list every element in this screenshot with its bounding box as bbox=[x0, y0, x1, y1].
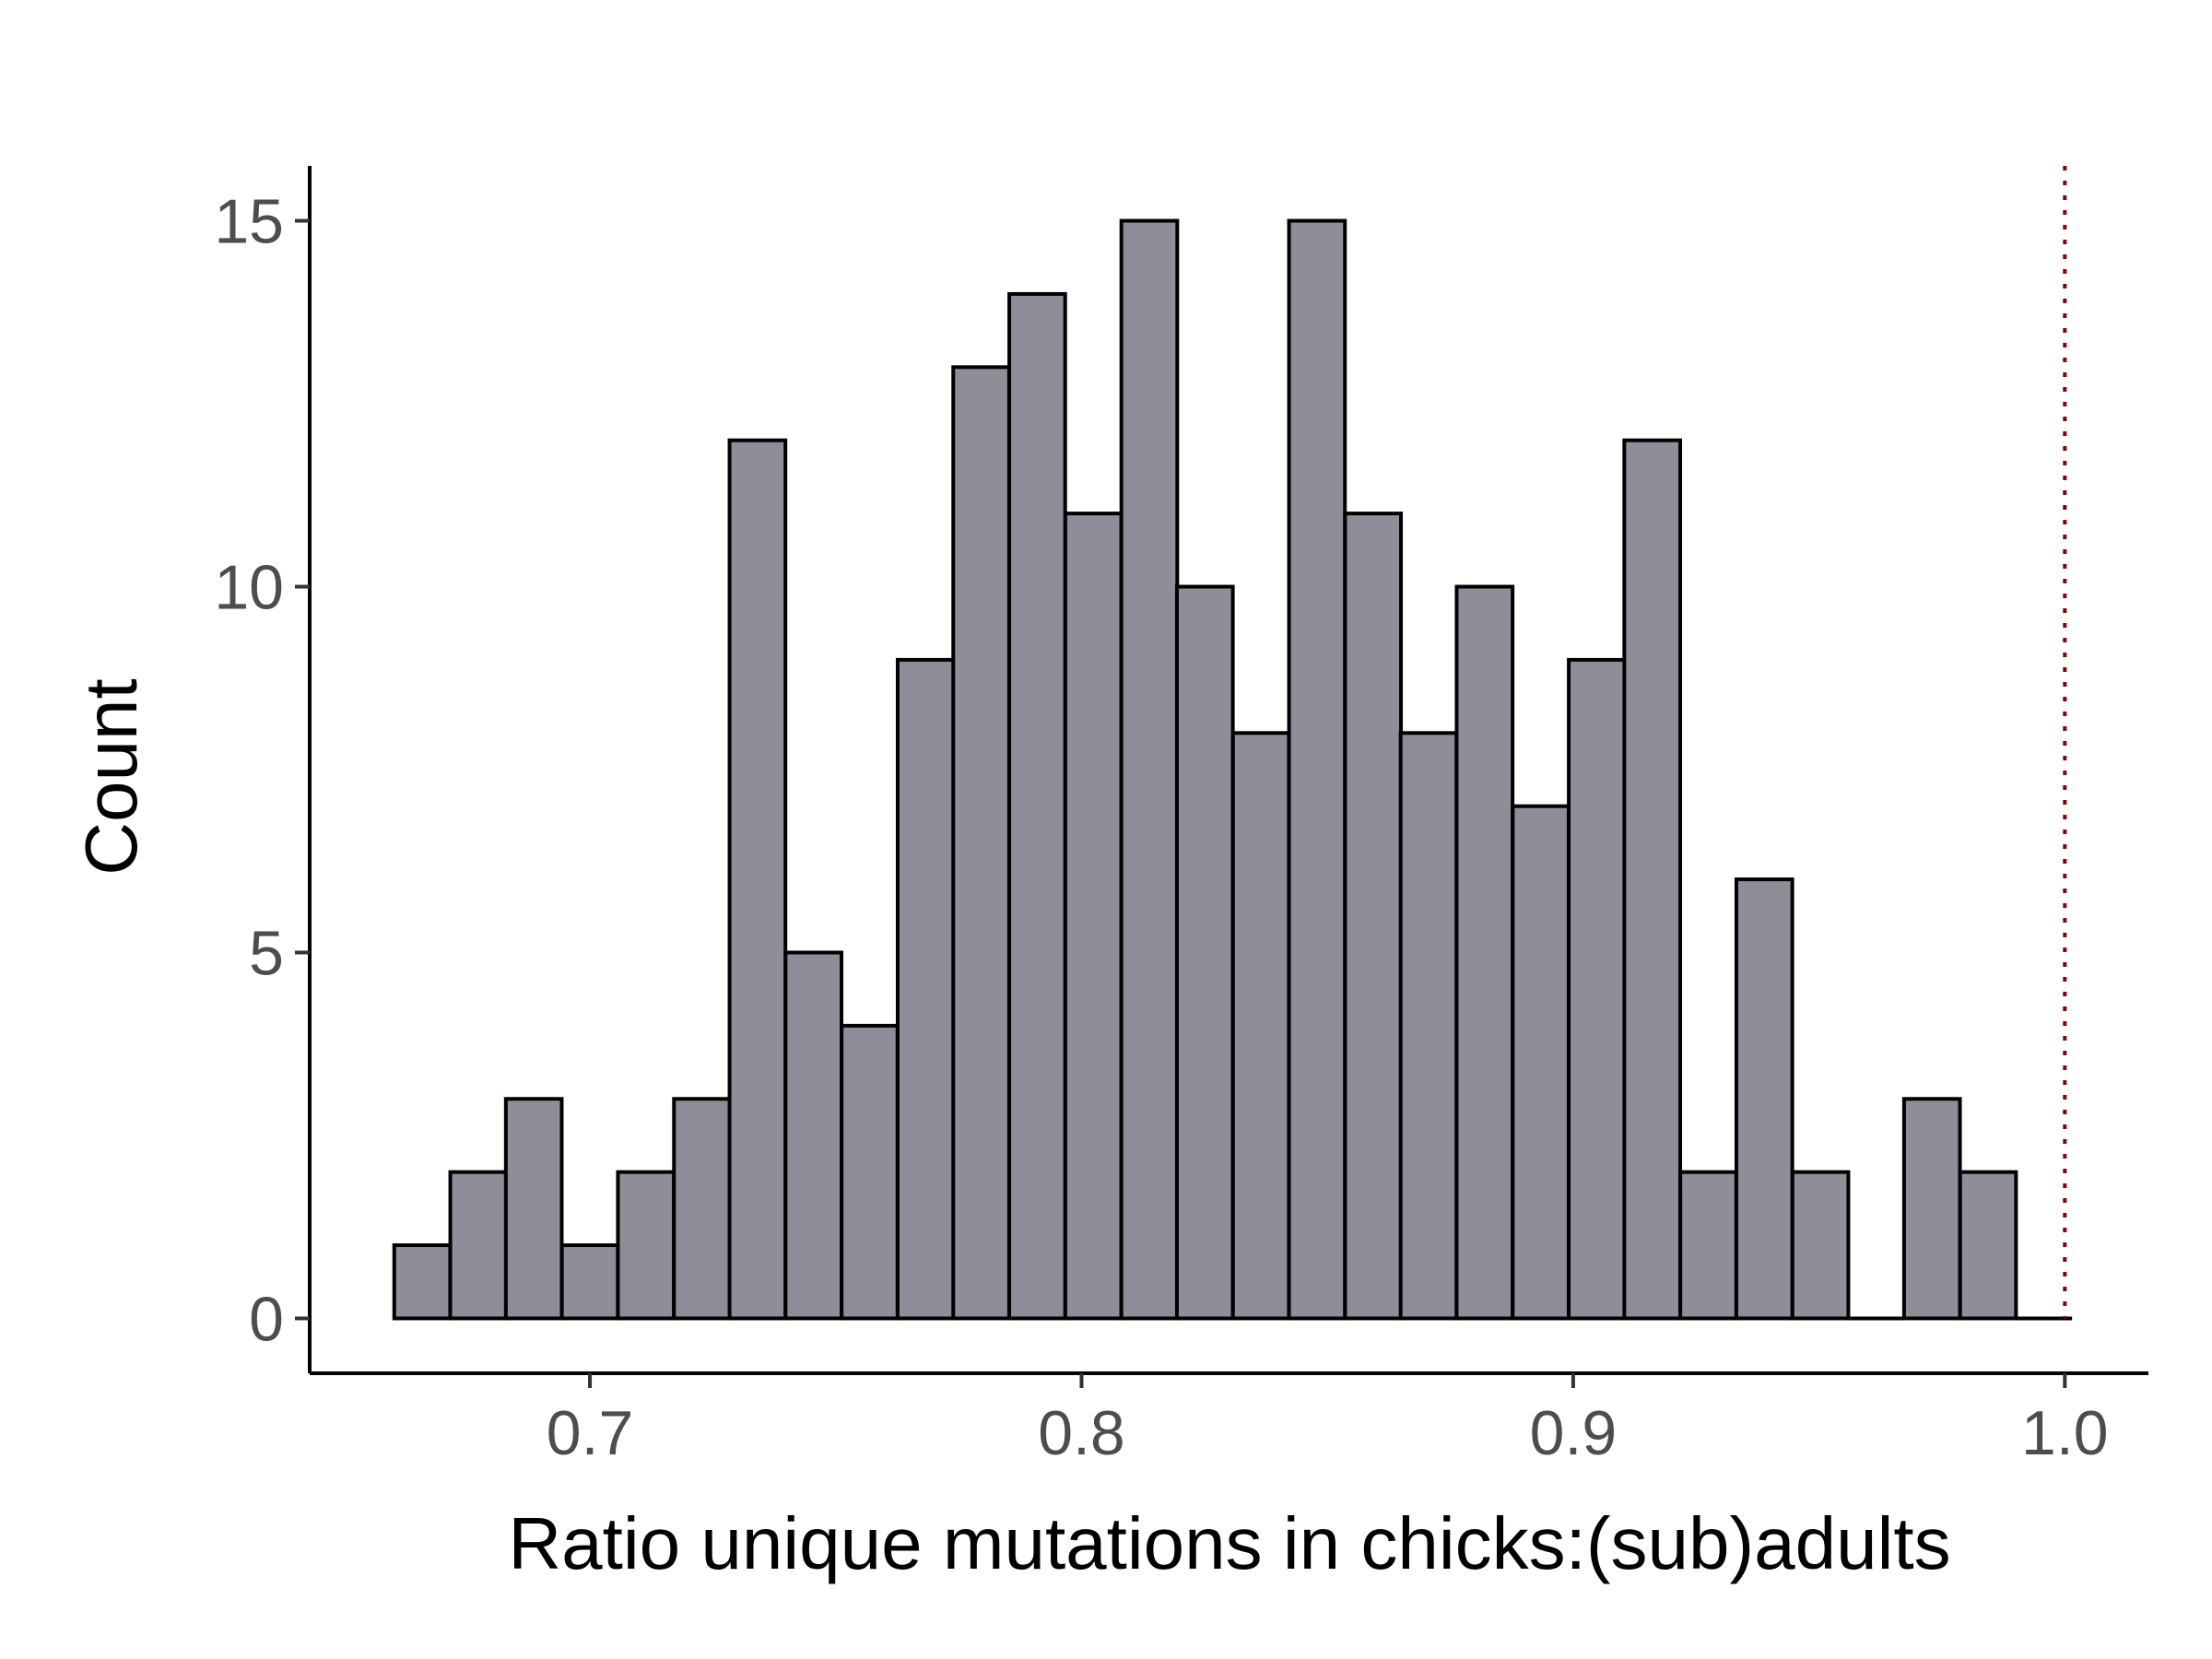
histogram-bar bbox=[951, 365, 1011, 1321]
histogram-bar bbox=[1230, 731, 1291, 1321]
x-tick-label: 1.0 bbox=[2021, 1398, 2109, 1468]
histogram-bar bbox=[1901, 1097, 1962, 1321]
histogram-bar bbox=[392, 1243, 453, 1321]
y-tick-label: 15 bbox=[214, 187, 284, 257]
y-tick-label: 0 bbox=[249, 1284, 284, 1354]
histogram-bar bbox=[616, 1170, 677, 1321]
histogram-bar bbox=[1174, 584, 1235, 1321]
histogram-bar bbox=[1678, 1170, 1738, 1321]
y-axis-title: Count bbox=[70, 678, 152, 875]
histogram-bar bbox=[1734, 877, 1794, 1321]
y-tick-label: 5 bbox=[249, 918, 284, 988]
histogram-bar bbox=[448, 1170, 509, 1321]
histogram-bar bbox=[1287, 218, 1347, 1321]
histogram-bar bbox=[1398, 731, 1459, 1321]
histogram-bar bbox=[1119, 218, 1180, 1321]
histogram-bar bbox=[1063, 512, 1124, 1321]
histogram-bar bbox=[1622, 438, 1683, 1321]
x-ticks-group: 0.7 0.8 0.9 1.0 bbox=[547, 1373, 2109, 1468]
histogram-bar bbox=[672, 1097, 732, 1321]
histogram-bar bbox=[1511, 804, 1571, 1321]
y-tick-label: 10 bbox=[214, 553, 284, 623]
histogram-bar bbox=[840, 1023, 900, 1321]
histogram-bar bbox=[1343, 512, 1404, 1321]
x-tick-label: 0.9 bbox=[1530, 1398, 1618, 1468]
x-axis-title: Ratio unique mutations in chicks:(sub)ad… bbox=[508, 1502, 1950, 1584]
bars-group bbox=[392, 218, 2073, 1321]
histogram-bar bbox=[1007, 291, 1067, 1321]
histogram-bar bbox=[895, 657, 956, 1321]
x-tick-label: 0.7 bbox=[547, 1398, 634, 1468]
y-ticks-group: 0 5 10 15 bbox=[214, 187, 310, 1354]
histogram-bar bbox=[559, 1243, 620, 1321]
histogram-bar bbox=[783, 950, 843, 1321]
histogram-bar bbox=[1790, 1170, 1851, 1321]
histogram-bar bbox=[503, 1097, 564, 1321]
histogram-bar bbox=[727, 438, 788, 1321]
histogram-bar bbox=[1567, 657, 1627, 1321]
histogram-bar bbox=[1454, 584, 1515, 1321]
histogram-bar bbox=[1958, 1170, 2018, 1321]
x-tick-label: 0.8 bbox=[1038, 1398, 1125, 1468]
